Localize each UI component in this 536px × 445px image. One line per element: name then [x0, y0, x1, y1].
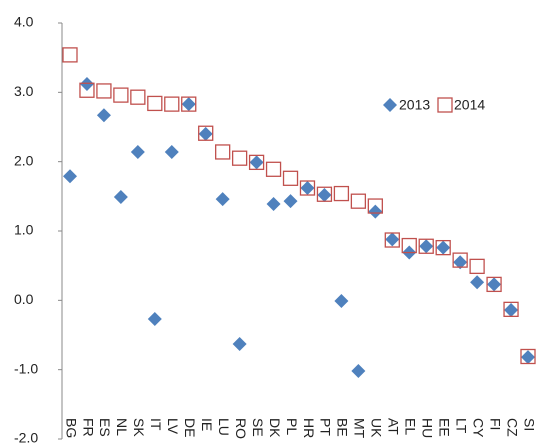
- marker: [198, 125, 214, 141]
- marker: [147, 312, 162, 327]
- marker: [215, 192, 230, 207]
- marker: [487, 277, 502, 292]
- marker: [334, 294, 349, 309]
- x-tick-label: LV: [165, 418, 181, 435]
- marker: [113, 87, 129, 103]
- x-tick-label: DK: [267, 418, 283, 438]
- marker: [453, 255, 468, 270]
- marker: [79, 77, 94, 92]
- marker: [503, 301, 519, 317]
- legend-label: 2013: [399, 97, 430, 113]
- marker: [63, 169, 77, 184]
- marker: [248, 154, 265, 171]
- marker: [198, 126, 213, 141]
- x-tick-label: SI: [521, 418, 536, 431]
- marker: [283, 194, 298, 209]
- x-tick-label: BE: [335, 418, 351, 437]
- marker: [384, 232, 400, 248]
- marker: [435, 239, 451, 256]
- x-tick-label: ES: [97, 418, 113, 437]
- marker: [504, 303, 519, 318]
- x-tick-label: UK: [369, 418, 385, 438]
- marker: [300, 181, 315, 196]
- x-tick-label: FI: [487, 418, 503, 430]
- marker: [266, 196, 281, 211]
- marker: [333, 185, 350, 202]
- x-tick-label: HR: [301, 418, 317, 438]
- x-tick-label: CZ: [504, 418, 520, 437]
- marker: [181, 97, 196, 112]
- y-tick-label: 1.0: [14, 222, 34, 238]
- x-tick-label: MT: [352, 418, 368, 439]
- marker: [436, 240, 451, 255]
- y-tick-label: -1.0: [14, 360, 38, 376]
- marker: [164, 96, 180, 112]
- marker: [351, 364, 366, 379]
- marker: [299, 180, 316, 196]
- marker: [316, 186, 333, 202]
- marker: [419, 239, 434, 254]
- x-tick-label: NL: [114, 418, 130, 436]
- marker: [282, 170, 299, 186]
- x-tick-label: LT: [453, 418, 469, 434]
- marker: [113, 190, 128, 205]
- marker: [401, 237, 417, 254]
- marker: [215, 144, 231, 160]
- marker: [265, 161, 282, 177]
- marker: [130, 89, 146, 105]
- x-tick-label: AT: [386, 418, 402, 435]
- marker: [520, 348, 536, 365]
- y-tick-label: -2.0: [14, 430, 38, 445]
- x-tick-label: HU: [420, 418, 436, 438]
- x-tick-label: CY: [470, 418, 486, 438]
- x-tick-label: IT: [148, 418, 164, 431]
- marker: [96, 83, 112, 99]
- x-tick-label: PT: [318, 418, 334, 436]
- marker: [231, 150, 248, 166]
- x-tick-label: EL: [403, 418, 419, 435]
- marker: [437, 97, 453, 113]
- marker: [317, 187, 332, 202]
- marker: [486, 276, 502, 293]
- x-tick-label: RO: [233, 418, 249, 439]
- x-tick-label: LU: [216, 418, 232, 436]
- x-tick-label: IE: [199, 418, 215, 431]
- x-tick-label: EE: [436, 418, 452, 437]
- y-tick-label: 3.0: [14, 83, 34, 99]
- y-tick-label: 0.0: [14, 291, 34, 307]
- marker: [232, 337, 247, 352]
- legend-label: 2014: [454, 97, 485, 113]
- marker: [452, 252, 468, 268]
- marker: [521, 350, 535, 365]
- marker: [130, 144, 145, 159]
- marker: [164, 144, 179, 159]
- marker: [385, 232, 400, 247]
- x-tick-label: SE: [250, 418, 266, 437]
- y-tick-label: 4.0: [14, 14, 34, 30]
- marker: [181, 96, 197, 112]
- x-tick-label: DE: [182, 418, 198, 437]
- marker: [418, 238, 434, 254]
- marker: [249, 155, 264, 170]
- marker: [62, 47, 78, 63]
- marker: [79, 82, 95, 98]
- marker: [383, 98, 397, 112]
- x-tick-label: PL: [284, 418, 300, 435]
- marker: [368, 204, 383, 219]
- x-tick-label: SK: [131, 418, 147, 437]
- marker: [469, 258, 485, 275]
- marker: [96, 108, 111, 123]
- marker: [350, 193, 367, 209]
- y-tick-label: 2.0: [14, 152, 34, 168]
- marker: [147, 95, 163, 112]
- x-tick-label: FR: [80, 418, 96, 437]
- marker: [367, 198, 383, 214]
- marker: [470, 275, 485, 290]
- x-tick-label: BG: [63, 418, 79, 438]
